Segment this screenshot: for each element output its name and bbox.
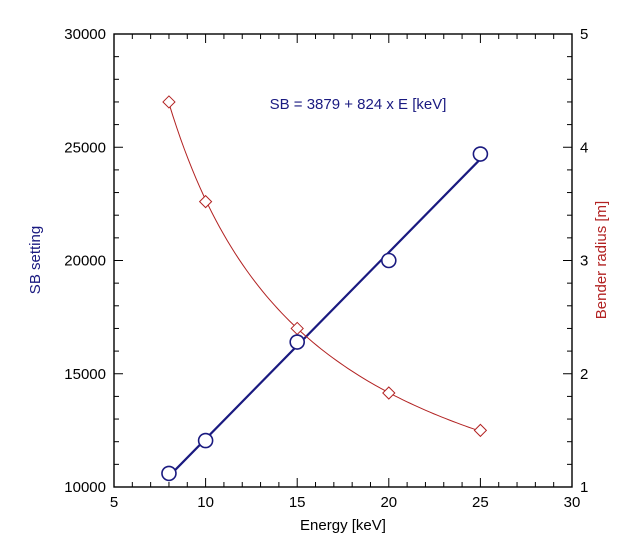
x-tick-label: 30: [564, 494, 581, 511]
y-tick-label: 10000: [64, 479, 106, 496]
sb-fit-line: [168, 158, 482, 478]
x-tick-label: 5: [110, 494, 118, 511]
sb-point: [380, 252, 397, 269]
y2-tick-label: 3: [580, 253, 588, 270]
sb-point: [472, 146, 489, 162]
radius-point: [382, 386, 396, 400]
y-tick-label: 30000: [64, 26, 106, 43]
radius-point: [198, 194, 213, 209]
fit-annotation: SB = 3879 + 824 x E [keV]: [270, 96, 447, 113]
y2-tick-label: 2: [580, 366, 588, 383]
y2-tick-label: 4: [580, 139, 588, 156]
x-axis-title: Energy [keV]: [300, 517, 386, 534]
radius-point: [162, 95, 176, 109]
x-tick-label: 15: [289, 494, 306, 511]
sb-point: [289, 334, 306, 350]
sb-point: [161, 465, 177, 482]
x-tick-label: 25: [472, 494, 489, 511]
x-tick-label: 10: [197, 494, 214, 511]
y2-axis-title: Bender radius [m]: [593, 201, 610, 319]
y2-tick-label: 5: [580, 26, 588, 43]
y-axis-title: SB setting: [27, 226, 44, 294]
x-tick-label: 20: [380, 494, 397, 511]
y-tick-label: 20000: [64, 253, 106, 270]
radius-point: [473, 423, 488, 438]
y2-tick-label: 1: [580, 479, 588, 496]
sb-point: [197, 432, 214, 449]
radius-fit-curve: [168, 103, 481, 432]
y-tick-label: 25000: [64, 139, 106, 156]
y-tick-label: 15000: [64, 366, 106, 383]
